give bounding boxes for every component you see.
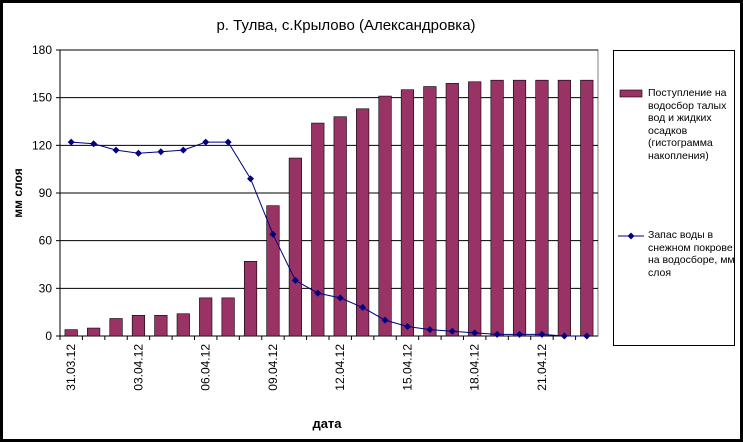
bar (333, 116, 347, 337)
y-tick-label: 60 (39, 234, 53, 248)
legend-swatch-marker (627, 232, 635, 240)
legend-swatch-bar (619, 89, 643, 98)
bar (311, 122, 325, 337)
legend: Поступление на водосбор талых вод и жидк… (613, 50, 735, 346)
marker (359, 303, 367, 311)
marker (471, 329, 479, 337)
bar (356, 108, 370, 337)
bar (490, 79, 504, 337)
marker (583, 332, 591, 340)
y-tick-label: 120 (32, 138, 52, 152)
x-tick-label: 06.04.12 (199, 344, 213, 391)
marker (179, 146, 187, 154)
x-axis-label: дата (312, 416, 342, 431)
bar (288, 157, 302, 337)
marker (112, 146, 120, 154)
bar (199, 297, 213, 337)
bar (445, 83, 459, 337)
bar (378, 95, 392, 337)
y-tick-label: 180 (32, 43, 52, 57)
y-tick-label: 30 (39, 281, 53, 295)
bar (468, 81, 482, 337)
y-axis-label: мм слоя (11, 168, 25, 217)
marker (291, 276, 299, 284)
marker (269, 230, 277, 238)
line (71, 141, 587, 337)
y-tick-label: 90 (39, 186, 53, 200)
bar (243, 261, 258, 337)
marker (90, 140, 98, 148)
bar (400, 89, 415, 337)
bar (580, 79, 594, 337)
y-tick-label: 0 (45, 329, 52, 343)
bar (557, 79, 571, 337)
bar (64, 329, 78, 337)
bar (87, 327, 101, 337)
x-tick-label: 31.03.12 (64, 344, 78, 391)
bar (266, 205, 280, 337)
y-tick-label: 150 (32, 91, 52, 105)
x-tick-label: 21.04.12 (535, 344, 549, 391)
marker (202, 138, 210, 146)
x-tick-label: 15.04.12 (400, 344, 414, 391)
chart-title: р. Тулва, с.Крылово (Александровка) (216, 17, 475, 34)
marker (516, 330, 524, 338)
marker (560, 332, 568, 340)
marker (426, 326, 434, 334)
legend-label: Поступление на водосбор талых вод и жидк… (648, 87, 727, 162)
x-tick-label: 03.04.12 (131, 344, 145, 391)
marker (381, 316, 389, 324)
marker (448, 327, 456, 335)
marker (157, 148, 165, 156)
bar (512, 79, 527, 337)
marker (314, 289, 322, 297)
bar (154, 315, 168, 337)
bar (535, 79, 549, 337)
legend-label: Запас воды в снежном покрове на водосбор… (648, 229, 735, 279)
marker (493, 330, 501, 338)
bar (131, 315, 146, 337)
marker (134, 149, 142, 157)
x-tick-label: 09.04.12 (266, 344, 280, 391)
legend-swatch (618, 232, 644, 240)
bar (423, 86, 437, 337)
legend-swatch (619, 89, 643, 98)
marker (336, 294, 344, 302)
marker (538, 330, 546, 338)
x-tick-label: 12.04.12 (333, 344, 347, 391)
bar (109, 318, 123, 337)
marker (67, 138, 75, 146)
bar (221, 297, 235, 337)
x-tick-label: 18.04.12 (468, 344, 482, 391)
marker (403, 322, 411, 330)
marker (247, 175, 255, 183)
marker (224, 138, 232, 146)
bar (176, 313, 190, 337)
